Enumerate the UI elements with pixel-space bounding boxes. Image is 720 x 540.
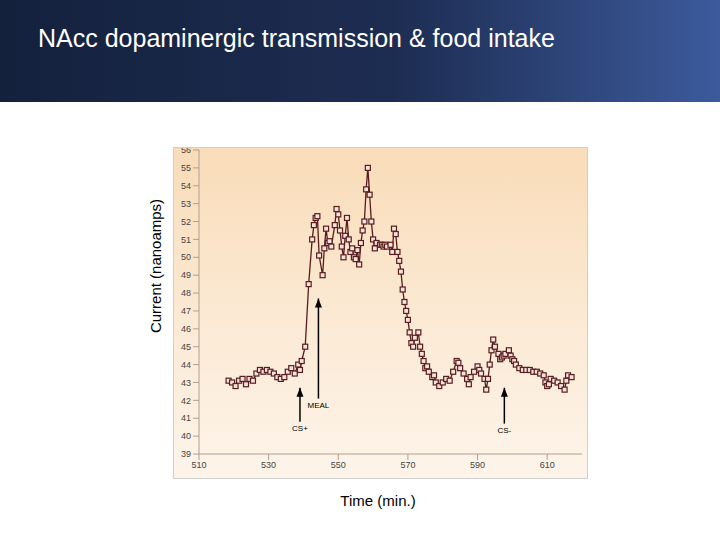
svg-text:43: 43 [181, 378, 191, 388]
svg-text:53: 53 [181, 199, 191, 209]
svg-text:41: 41 [181, 413, 191, 423]
html-text:Current (nanoamps): Current (nanoamps) [146, 198, 164, 334]
svg-text:55: 55 [181, 163, 191, 173]
svg-text:56: 56 [181, 148, 191, 155]
svg-text:51: 51 [181, 235, 191, 245]
svg-text:570: 570 [400, 460, 415, 470]
svg-text:54: 54 [181, 181, 191, 191]
svg-text:42: 42 [181, 396, 191, 406]
svg-text:52: 52 [181, 217, 191, 227]
svg-text:39: 39 [181, 449, 191, 459]
svg-text:530: 530 [261, 460, 276, 470]
svg-text:44: 44 [181, 360, 191, 370]
html-text:NAcc dopaminergic transmission: NAcc dopaminergic transmission & food in… [38, 24, 555, 52]
svg-text:CS+: CS+ [292, 424, 308, 433]
svg-text:590: 590 [470, 460, 485, 470]
svg-text:610: 610 [540, 460, 555, 470]
svg-text:45: 45 [181, 342, 191, 352]
svg-text:510: 510 [191, 460, 206, 470]
svg-text:50: 50 [181, 252, 191, 262]
svg-text:49: 49 [181, 270, 191, 280]
svg-text:48: 48 [181, 288, 191, 298]
svg-text:CS-: CS- [497, 426, 511, 435]
svg-text:40: 40 [181, 431, 191, 441]
svg-text:46: 46 [181, 324, 191, 334]
svg-text:MEAL: MEAL [308, 401, 330, 410]
html-text:Time (min.): Time (min.) [340, 492, 416, 509]
svg-text:47: 47 [181, 306, 191, 316]
svg-text:550: 550 [331, 460, 346, 470]
